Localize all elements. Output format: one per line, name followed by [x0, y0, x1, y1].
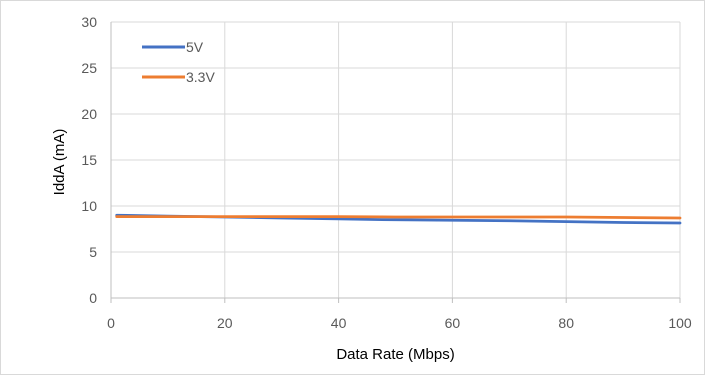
y-tick-label: 30	[81, 14, 97, 30]
legend-label: 3.3V	[186, 69, 215, 85]
y-tick-label: 25	[81, 60, 97, 76]
y-tick-label: 20	[81, 106, 97, 122]
y-tick-label: 0	[89, 290, 97, 306]
x-tick-label: 80	[558, 315, 574, 331]
x-tick-label: 20	[217, 315, 233, 331]
y-tick-label: 5	[89, 244, 97, 260]
legend: 5V 3.3V	[142, 39, 215, 85]
x-tick-label: 60	[445, 315, 461, 331]
y-tick-label: 15	[81, 152, 97, 168]
tick-labels: 0 5 10 15 20 25 30 0 20 40 60 80 100	[81, 14, 691, 331]
series-line-3-3v	[115, 215, 682, 220]
x-tick-label: 40	[331, 315, 347, 331]
legend-label: 5V	[186, 39, 204, 55]
x-tick-label: 100	[668, 315, 692, 331]
y-axis-title: IddA (mA)	[51, 129, 68, 196]
grid-lines	[111, 21, 681, 298]
x-tick-label: 0	[107, 315, 115, 331]
y-tick-label: 10	[81, 198, 97, 214]
x-axis-title: Data Rate (Mbps)	[336, 346, 454, 363]
axes	[110, 22, 681, 303]
series-lines	[115, 213, 682, 225]
